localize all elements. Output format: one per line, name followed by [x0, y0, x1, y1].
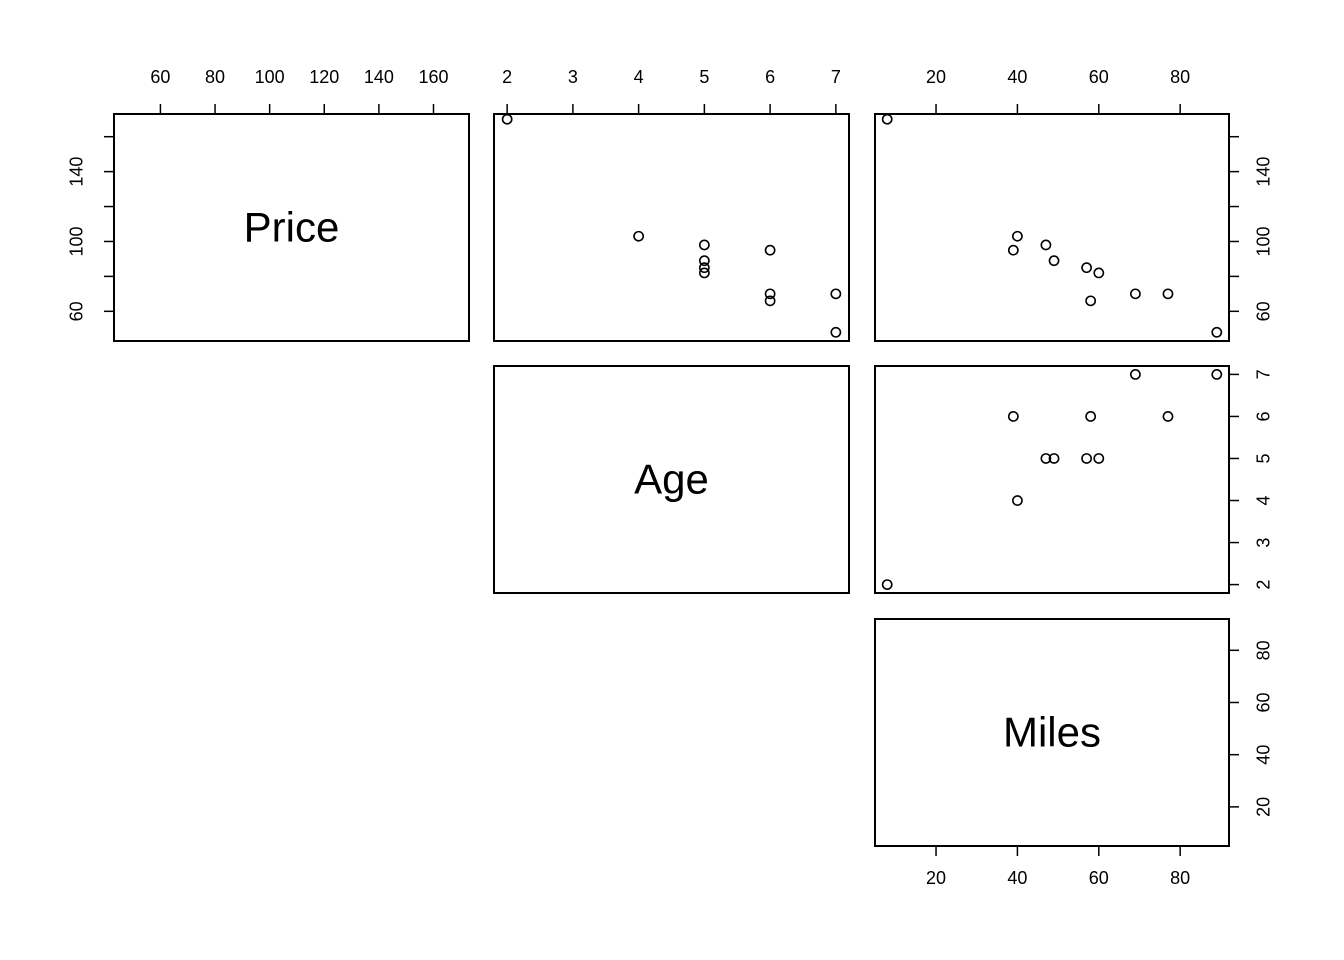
point-age-vs-miles-4: [1081, 453, 1092, 464]
y-tick-label-age-right-2: 4: [1254, 496, 1274, 506]
point-price-vs-miles-8: [1085, 295, 1097, 307]
point-price-vs-age-8: [764, 295, 776, 307]
x-tick-label-age-top-4: 6: [765, 67, 775, 87]
point-price-vs-age-2: [698, 239, 710, 251]
point-age-vs-miles-1: [1012, 495, 1023, 506]
y-tick-label-age-right-4: 6: [1254, 411, 1274, 421]
y-tick-label-price-right-0: 60: [1254, 301, 1274, 321]
point-price-vs-miles-5: [1093, 267, 1105, 279]
point-age-vs-miles-0: [881, 579, 893, 590]
y-tick-label-miles-right-2: 60: [1254, 692, 1274, 712]
point-price-vs-miles-0: [881, 113, 893, 125]
point-age-vs-miles-3: [1048, 453, 1060, 464]
point-age-vs-miles-2: [1040, 453, 1052, 464]
point-price-vs-miles-2: [1040, 239, 1052, 251]
point-age-vs-miles-8: [1085, 411, 1097, 422]
point-price-vs-miles-4: [1081, 262, 1092, 274]
y-tick-label-price-right-1: 100: [1254, 226, 1274, 256]
point-age-vs-miles-5: [1093, 453, 1105, 464]
labels-layer: Price Age Miles 60 80 100 120 140 160 2 3 4 5 6 7 20 40 6…: [67, 67, 1274, 888]
variable-label-age: Age: [634, 456, 709, 503]
x-tick-label-miles-bottom-2: 60: [1089, 868, 1109, 888]
variable-label-miles: Miles: [1003, 709, 1101, 756]
x-tick-label-price-top-3: 120: [309, 67, 339, 87]
point-price-vs-miles-1: [1012, 230, 1023, 242]
point-price-vs-miles-6: [1007, 244, 1019, 256]
x-tick-label-age-top-0: 2: [502, 67, 512, 87]
x-tick-label-price-top-0: 60: [150, 67, 170, 87]
x-tick-label-miles-bottom-1: 40: [1007, 868, 1027, 888]
x-tick-label-miles-top-1: 40: [1007, 67, 1027, 87]
panel-frame-age-miles: [874, 365, 1230, 594]
point-age-vs-miles-9: [1130, 369, 1141, 380]
x-tick-label-age-top-5: 7: [831, 67, 841, 87]
point-age-vs-miles-10: [1211, 369, 1223, 380]
point-price-vs-miles-3: [1048, 255, 1060, 267]
x-tick-label-miles-bottom-3: 80: [1170, 868, 1190, 888]
x-tick-label-miles-bottom-0: 20: [926, 868, 946, 888]
point-age-vs-miles-7: [1162, 411, 1174, 422]
panel-frame-price-age: [493, 113, 850, 342]
x-tick-label-price-top-5: 160: [418, 67, 448, 87]
point-price-vs-age-6: [764, 244, 776, 256]
y-tick-label-miles-right-0: 20: [1254, 797, 1274, 817]
panels-layer: [104, 104, 1239, 856]
point-price-vs-age-9: [830, 288, 842, 300]
panel-frame-age-age: [493, 365, 850, 594]
y-tick-label-age-right-5: 7: [1254, 369, 1274, 379]
point-price-vs-miles-9: [1130, 288, 1141, 300]
y-tick-label-miles-right-1: 40: [1254, 745, 1274, 765]
point-price-vs-age-4: [698, 262, 710, 274]
point-price-vs-age-0: [501, 113, 513, 125]
y-tick-label-age-right-3: 5: [1254, 453, 1274, 463]
y-tick-label-price-right-2: 140: [1254, 157, 1274, 187]
point-price-vs-age-5: [698, 267, 710, 279]
x-tick-label-miles-top-3: 80: [1170, 67, 1190, 87]
point-price-vs-age-10: [830, 326, 842, 338]
x-tick-label-price-top-4: 140: [364, 67, 394, 87]
y-tick-label-age-right-1: 3: [1254, 538, 1274, 548]
x-tick-label-age-top-3: 5: [699, 67, 709, 87]
x-tick-label-age-top-1: 3: [568, 67, 578, 87]
x-tick-label-price-top-2: 100: [255, 67, 285, 87]
panel-frame-price-miles: [874, 113, 1230, 342]
y-tick-label-price-left-1: 100: [67, 226, 87, 256]
x-tick-label-age-top-2: 4: [634, 67, 644, 87]
x-tick-label-miles-top-2: 60: [1089, 67, 1109, 87]
x-tick-label-miles-top-0: 20: [926, 67, 946, 87]
x-tick-label-price-top-1: 80: [205, 67, 225, 87]
variable-label-price: Price: [244, 204, 340, 251]
y-tick-label-age-right-0: 2: [1254, 580, 1274, 590]
point-price-vs-miles-10: [1211, 326, 1223, 338]
point-price-vs-age-3: [698, 255, 710, 267]
point-price-vs-miles-7: [1162, 288, 1174, 300]
point-age-vs-miles-6: [1007, 411, 1019, 422]
y-tick-label-price-left-2: 140: [67, 157, 87, 187]
point-price-vs-age-1: [633, 230, 645, 242]
y-tick-label-miles-right-3: 80: [1254, 640, 1274, 660]
point-price-vs-age-7: [764, 288, 776, 300]
y-tick-label-price-left-0: 60: [67, 301, 87, 321]
